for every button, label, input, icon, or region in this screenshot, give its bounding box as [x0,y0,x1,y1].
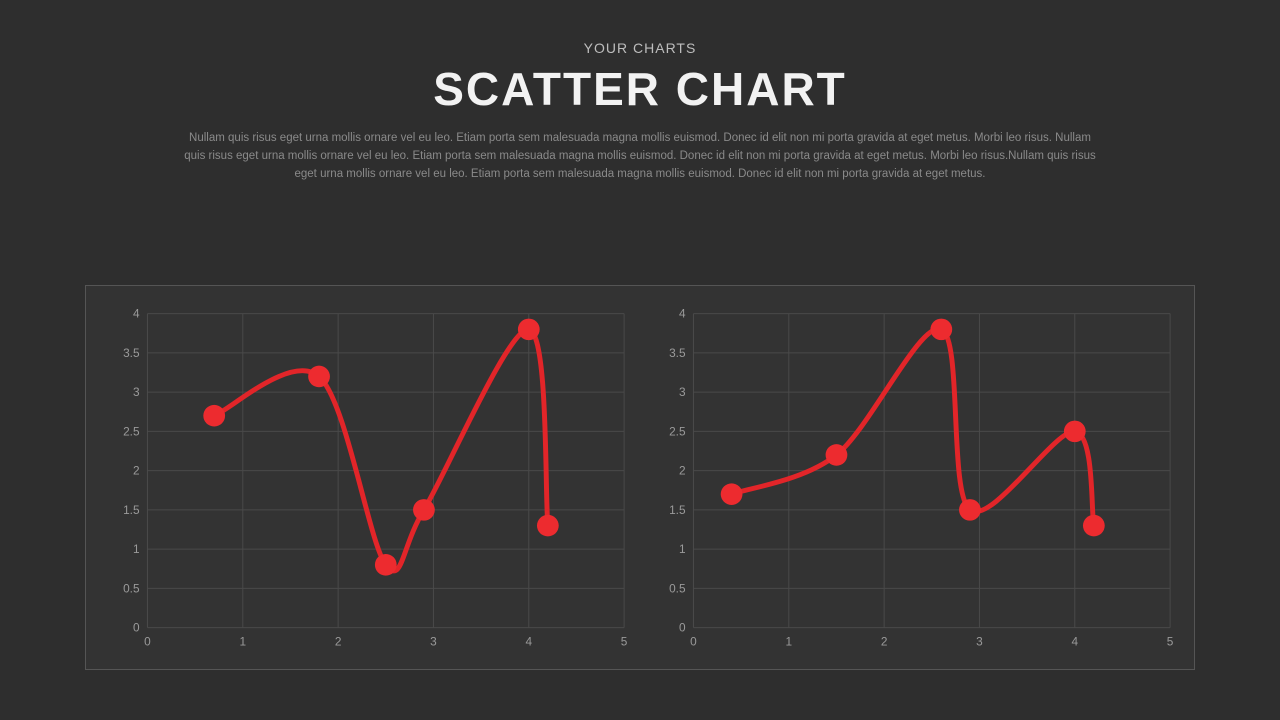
chart-left-svg: 0 0.5 1 1.5 2 2.5 3 3.5 4 0 1 2 3 4 5 [100,296,634,659]
y-tick-label: 1 [133,542,140,556]
y-tick-label: 2 [679,464,686,478]
y-tick-label: 1.5 [123,503,140,517]
y-tick-label: 3 [133,385,140,399]
y-tick-label: 1 [679,542,686,556]
y-tick-label: 2.5 [123,424,140,438]
x-tick-label: 5 [1167,634,1174,648]
y-tick-label: 3.5 [123,346,140,360]
y-tick-label: 3.5 [669,346,686,360]
y-tick-label: 0.5 [669,581,686,595]
data-point [308,366,330,388]
y-tick-label: 4 [133,307,140,321]
x-tick-label: 0 [690,634,697,648]
data-point [537,515,559,537]
slide-subtitle: YOUR CHARTS [70,40,1210,56]
x-tick-label: 3 [430,634,437,648]
x-tick-label: 2 [335,634,342,648]
x-tick-label: 1 [786,634,793,648]
x-tick-label: 1 [240,634,247,648]
data-point [959,499,981,521]
y-tick-label: 2 [133,464,140,478]
data-point [518,319,540,341]
y-tick-label: 1.5 [669,503,686,517]
series-line [732,329,1094,526]
series-line [214,329,548,571]
y-tick-label: 3 [679,385,686,399]
chart-right-svg: 0 0.5 1 1.5 2 2.5 3 3.5 4 0 1 2 3 4 5 [646,296,1180,659]
y-tick-label: 0 [679,621,686,635]
x-tick-label: 0 [144,634,151,648]
y-tick-label: 0.5 [123,581,140,595]
chart-left: 0 0.5 1 1.5 2 2.5 3 3.5 4 0 1 2 3 4 5 [100,296,634,659]
y-tick-label: 4 [679,307,686,321]
y-tick-label: 2.5 [669,424,686,438]
y-tick-label: 0 [133,621,140,635]
slide-root: YOUR CHARTS SCATTER CHART Nullam quis ri… [0,0,1280,720]
slide-title: SCATTER CHART [70,62,1210,116]
data-point [375,554,397,576]
data-point [413,499,435,521]
charts-panel: 0 0.5 1 1.5 2 2.5 3 3.5 4 0 1 2 3 4 5 0 0.5 1 1.5 2 2.5 3 3.5… [85,285,1195,670]
x-tick-label: 3 [976,634,983,648]
data-point [1083,515,1105,537]
data-point [721,483,743,505]
data-point [203,405,225,427]
data-point [826,444,848,466]
x-tick-label: 2 [881,634,888,648]
chart-right: 0 0.5 1 1.5 2 2.5 3 3.5 4 0 1 2 3 4 5 [646,296,1180,659]
x-tick-label: 4 [525,634,532,648]
x-tick-label: 5 [621,634,628,648]
data-point [1064,421,1086,443]
x-tick-label: 4 [1071,634,1078,648]
slide-description: Nullam quis risus eget urna mollis ornar… [180,130,1100,183]
data-point [930,319,952,341]
